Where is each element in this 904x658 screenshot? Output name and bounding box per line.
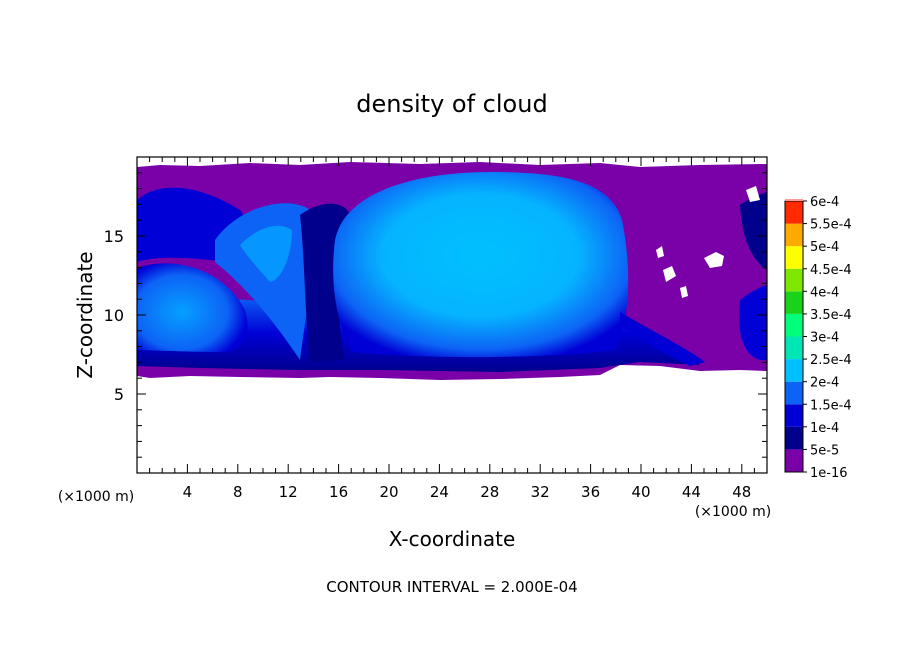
- x-tick-label: 8: [233, 483, 243, 501]
- colorbar-label: 5e-5: [810, 443, 839, 458]
- x-tick-label: 12: [279, 483, 298, 501]
- colorbar-swatch: [785, 404, 803, 427]
- x-tick-labels: 4 8 12 16 20 24 28 32 36 40 44 48: [183, 483, 752, 501]
- colorbar-label: 1e-4: [810, 421, 839, 436]
- colorbar-swatch: [785, 449, 803, 472]
- colorbar-top-swatch: [785, 199, 803, 201]
- colorbar: 1e-16 5e-5 1e-4 1.5e-4 2e-4 2.5e-4 3e-4 3.5e-4 4…: [784, 195, 852, 481]
- y-tick-marks: [137, 172, 767, 458]
- x-tick-marks: [149, 157, 755, 473]
- colorbar-label: 4e-4: [810, 285, 839, 300]
- x-tick-label: 16: [329, 483, 348, 501]
- x-tick-label: 36: [581, 483, 600, 501]
- hole-1: [704, 252, 724, 268]
- colorbar-label: 5.5e-4: [810, 218, 852, 233]
- y-tick-label: 10: [104, 306, 124, 325]
- colorbar-label: 3e-4: [810, 331, 839, 346]
- colorbar-label: 1.5e-4: [810, 398, 852, 413]
- right-edge-lobe: [739, 285, 767, 361]
- x-tick-label: 4: [183, 483, 193, 501]
- contour-interval-note: CONTOUR INTERVAL = 2.000E-04: [326, 578, 577, 596]
- colorbar-label: 3.5e-4: [810, 308, 852, 323]
- colorbar-swatch: [785, 359, 803, 382]
- left-low-lobe: [137, 263, 248, 352]
- colorbar-label: 5e-4: [810, 240, 839, 255]
- colorbar-label: 2.5e-4: [810, 353, 852, 368]
- y-tick-labels: 5 10 15: [104, 227, 124, 404]
- hole-2: [663, 266, 676, 282]
- left-anvil-core: [240, 225, 292, 282]
- hole-4: [746, 186, 760, 202]
- x-axis-label: X-coordinate: [389, 527, 516, 551]
- hole-5: [680, 286, 688, 298]
- colorbar-swatch: [785, 246, 803, 269]
- hole-3: [656, 246, 664, 258]
- right-dark-streak: [740, 192, 767, 270]
- colorbar-swatch: [785, 313, 803, 337]
- x-tick-label: 20: [379, 483, 398, 501]
- z-unit-label: (×1000 m): [58, 489, 134, 505]
- chart-title: density of cloud: [356, 90, 547, 118]
- y-tick-label: 15: [104, 227, 124, 246]
- colorbar-label: 2e-4: [810, 376, 839, 391]
- x-tick-label: 40: [631, 483, 650, 501]
- central-main-lobe: [333, 172, 629, 358]
- y-tick-label: 5: [114, 385, 124, 404]
- x-tick-label: 44: [682, 483, 701, 501]
- colorbar-swatch: [785, 426, 803, 450]
- colorbar-swatch: [785, 381, 803, 405]
- x-tick-label: 32: [531, 483, 550, 501]
- colorbar-label: 4.5e-4: [810, 263, 852, 278]
- right-thin-filament: [620, 312, 705, 366]
- x-tick-label: 48: [732, 483, 751, 501]
- colorbar-label: 6e-4: [810, 195, 839, 210]
- colorbar-label: 1e-16: [810, 466, 848, 481]
- x-tick-label: 24: [430, 483, 449, 501]
- colorbar-swatch: [785, 291, 803, 314]
- colorbar-swatch: [785, 223, 803, 247]
- density-field: [137, 162, 767, 380]
- y-axis-label: Z-coordinate: [73, 251, 97, 378]
- x-unit-label: (×1000 m): [695, 504, 771, 520]
- colorbar-swatch: [785, 201, 803, 224]
- x-tick-label: 28: [480, 483, 499, 501]
- colorbar-swatch: [785, 268, 803, 292]
- colorbar-swatch: [785, 336, 803, 360]
